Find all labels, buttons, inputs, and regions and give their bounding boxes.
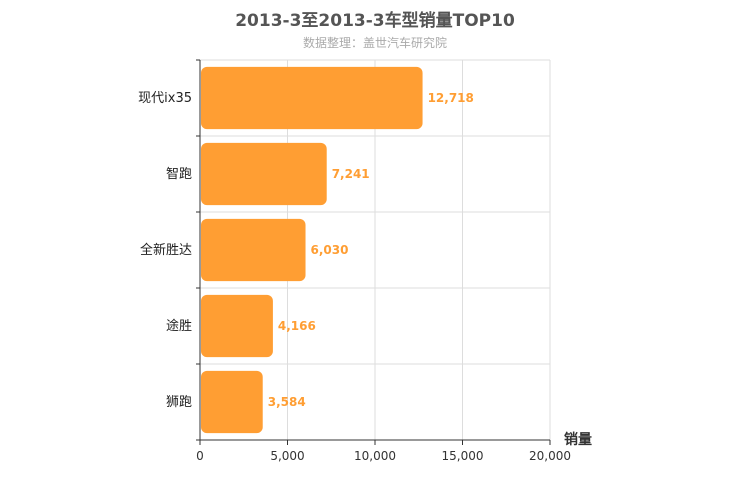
- x-tick-label: 15,000: [442, 449, 484, 463]
- category-label: 全新胜达: [140, 242, 192, 258]
- category-label: 现代ix35: [138, 91, 192, 106]
- bar-value-label: 12,718: [428, 91, 474, 105]
- x-tick-label: 5,000: [270, 449, 304, 463]
- bar-value-label: 3,584: [268, 395, 306, 409]
- category-label: 途胜: [166, 318, 192, 334]
- bar: [201, 294, 273, 358]
- bar: [201, 66, 423, 130]
- category-label: 狮跑: [166, 395, 192, 410]
- bar-value-label: 6,030: [311, 243, 349, 257]
- bar-value-label: 4,166: [278, 319, 316, 333]
- bar: [201, 370, 263, 434]
- bar: [201, 218, 306, 282]
- axes: [196, 59, 551, 445]
- x-tick-label: 0: [196, 449, 204, 463]
- x-tick-label: 10,000: [354, 449, 396, 463]
- bar-value-label: 7,241: [332, 167, 370, 181]
- category-label: 智跑: [166, 167, 192, 182]
- chart-subtitle: 数据整理：盖世汽车研究院: [302, 36, 447, 50]
- chart-title: 2013-3至2013-3车型销量TOP10: [235, 11, 515, 31]
- bar: [201, 142, 327, 206]
- bars: [201, 66, 423, 434]
- x-axis-label: 销量: [564, 431, 592, 448]
- labels: 12,718 现代ix35 7,241 智跑 6,030 全新胜达 4,166 途胜 3,584…: [138, 91, 571, 463]
- x-tick-label: 20,000: [529, 449, 571, 463]
